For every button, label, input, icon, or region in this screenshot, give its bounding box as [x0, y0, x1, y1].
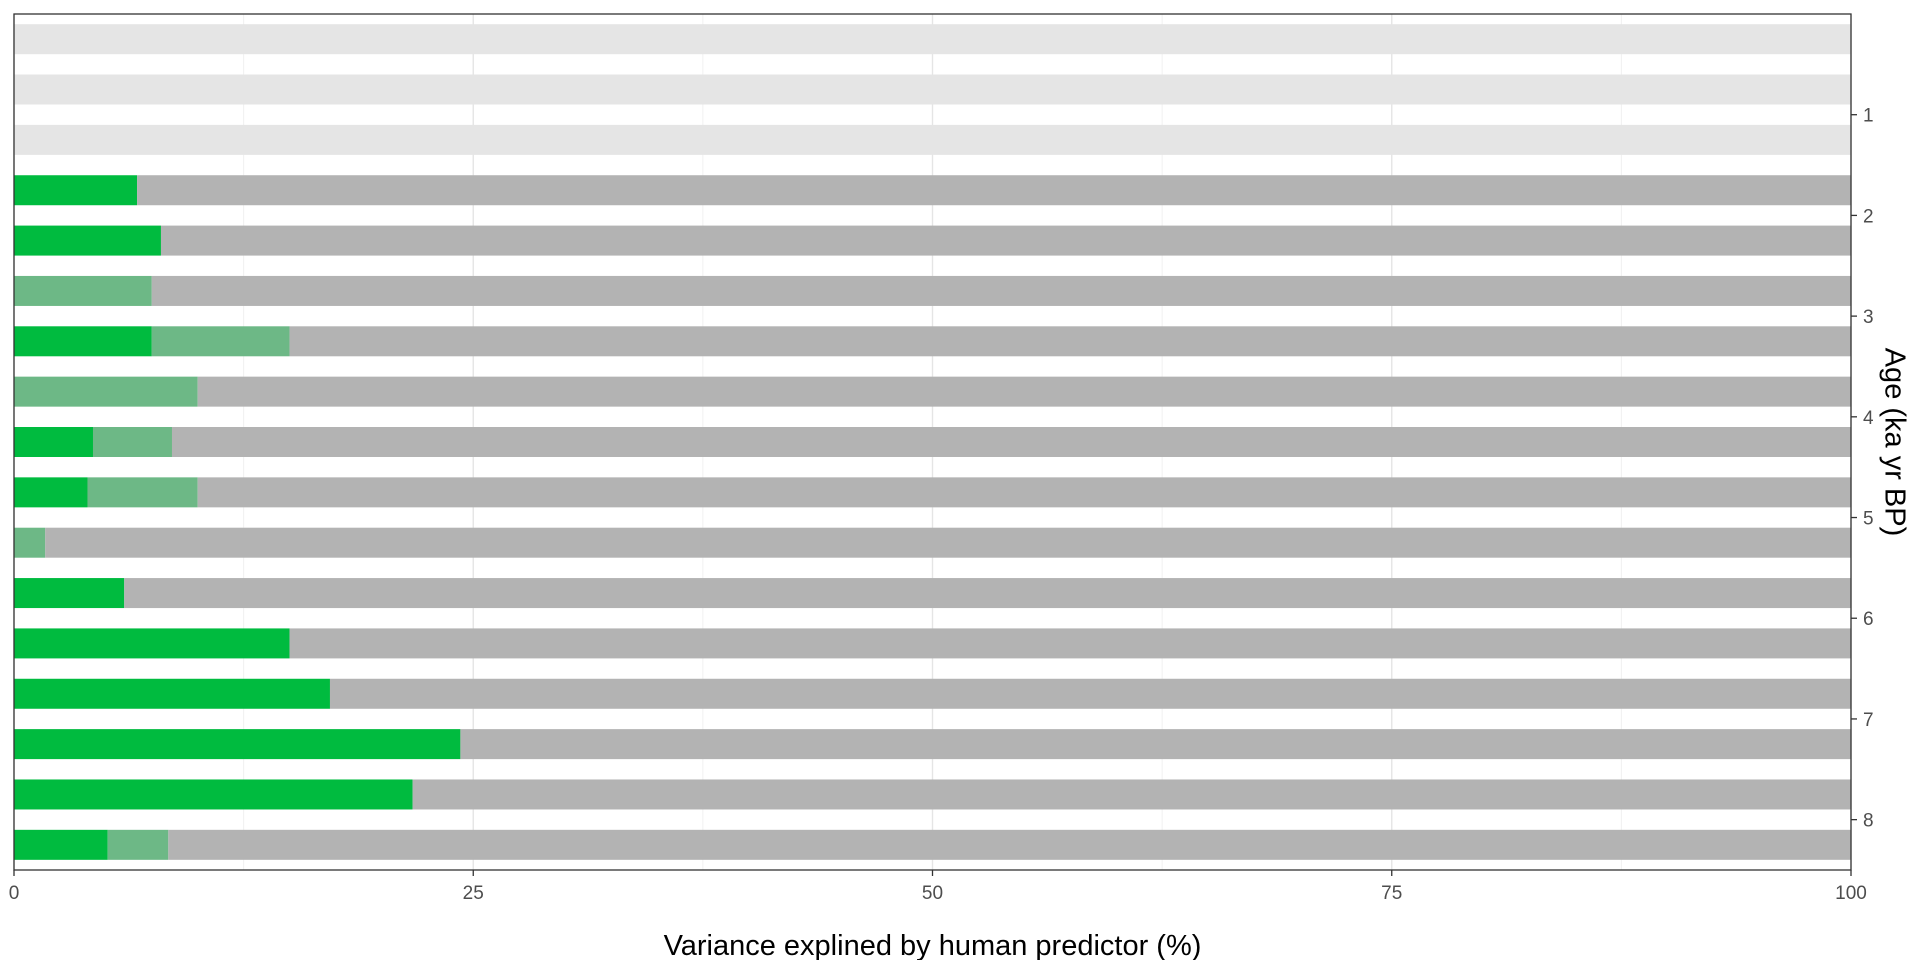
bar-segment-series-1	[14, 779, 413, 810]
bar-segment-series-2	[14, 376, 198, 407]
y-axis-title: Age (ka yr BP)	[1878, 348, 1910, 537]
bar-segment-series-1	[14, 477, 88, 508]
y-tick-label: 1	[1863, 106, 1874, 127]
bar-segment-series-1	[14, 326, 152, 357]
bar-segment-series-3	[197, 477, 1852, 508]
bar-segment-series-1	[14, 175, 138, 206]
bar-segment-series-3	[137, 175, 1852, 206]
bar-segment-series-3	[412, 779, 1851, 810]
x-tick-label: 100	[1835, 883, 1867, 904]
bar-segment-series-2	[14, 527, 46, 558]
bar-segment-series-1	[14, 578, 125, 609]
y-tick-label: 8	[1863, 811, 1874, 832]
y-tick-label: 4	[1863, 408, 1874, 429]
bar-segment-series-2	[92, 427, 172, 457]
x-tick-label: 0	[9, 883, 20, 904]
x-axis-title: Variance explined by human predictor (%)	[664, 930, 1202, 960]
bar-segment-series-3	[45, 527, 1851, 558]
y-tick-label: 6	[1863, 609, 1874, 630]
bar-segment-series-2	[87, 477, 198, 508]
bar-segment-series-3	[160, 225, 1852, 256]
bar-segment-series-3	[289, 326, 1851, 357]
x-tick-label: 50	[922, 883, 943, 904]
x-axis: 0 25 50 75 100	[9, 870, 1867, 904]
y-tick-label: 5	[1863, 509, 1874, 530]
y-tick-label: 7	[1863, 710, 1874, 731]
bars	[14, 24, 1852, 860]
bar-segment-series-4	[14, 124, 1851, 155]
bar-segment-series-3	[289, 628, 1851, 659]
bar-segment-series-3	[460, 729, 1851, 760]
bar-segment-series-4	[14, 74, 1851, 105]
bar-segment-series-3	[168, 829, 1852, 860]
bar-segment-series-3	[124, 578, 1852, 609]
bar-segment-series-1	[14, 225, 161, 256]
bar-segment-series-3	[171, 427, 1852, 457]
bar-segment-series-2	[14, 275, 152, 306]
bar-segment-series-3	[197, 376, 1852, 407]
bar-segment-series-1	[14, 628, 290, 659]
bar-segment-series-1	[14, 678, 330, 709]
y-tick-label: 2	[1863, 206, 1874, 227]
x-tick-label: 75	[1381, 883, 1402, 904]
bar-segment-series-1	[14, 829, 108, 860]
y-tick-label: 3	[1863, 307, 1874, 328]
bar-segment-series-3	[329, 678, 1851, 709]
bar-segment-series-1	[14, 427, 93, 457]
bar-segment-series-3	[151, 275, 1851, 306]
bar-segment-series-2	[151, 326, 290, 357]
bar-segment-series-4	[14, 24, 1851, 55]
bar-segment-series-2	[107, 829, 169, 860]
x-tick-label: 25	[463, 883, 484, 904]
bar-segment-series-1	[14, 729, 461, 760]
y-axis: 1 2 3 4 5 6 7 8	[1851, 106, 1874, 832]
